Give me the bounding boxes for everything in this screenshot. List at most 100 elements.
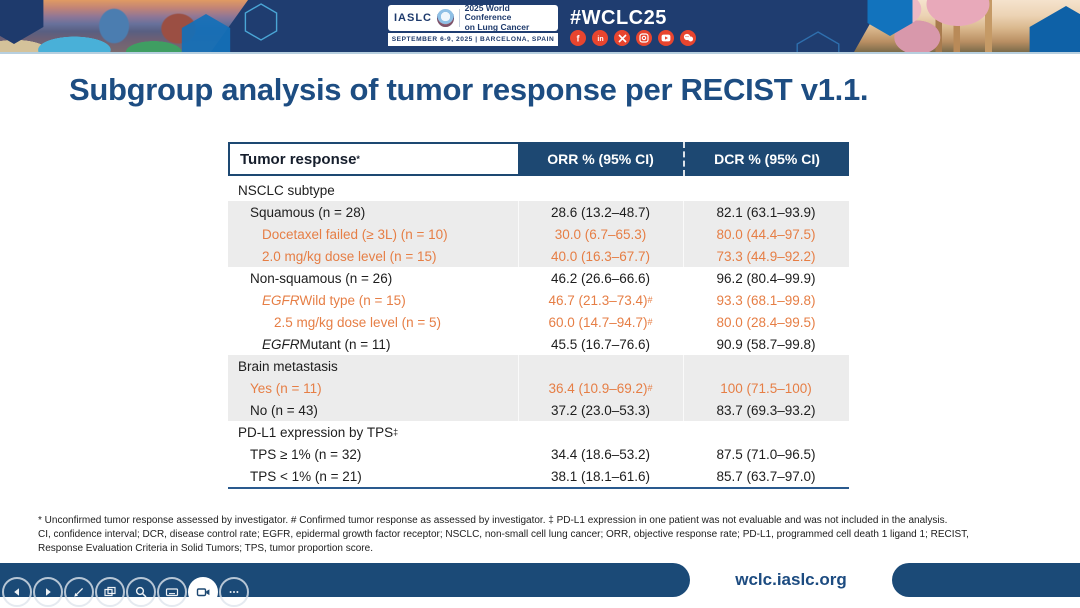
x-twitter-icon	[614, 30, 630, 46]
table-body: NSCLC subtype Squamous (n = 28) 28.6 (13.2…	[228, 179, 849, 489]
row-label: Non-squamous (n = 26)	[250, 270, 393, 286]
table-row: TPS < 1% (n = 21) 38.1 (18.1–61.6) 85.7 (6…	[228, 465, 849, 487]
svg-text:f: f	[577, 34, 581, 43]
table-header-tumor-response: Tumor response *	[228, 142, 518, 176]
annotate-pen-button[interactable]	[64, 577, 94, 607]
orr-value: 28.6 (13.2–48.7)	[518, 201, 683, 223]
table-header-row: Tumor response * ORR % (95% CI) DCR % (95…	[228, 142, 849, 176]
orr-value: 34.4 (18.6–53.2)	[550, 446, 651, 462]
youtube-icon	[658, 30, 674, 46]
orr-value: 38.1 (18.1–61.6)	[550, 468, 651, 484]
svg-text:in: in	[597, 36, 603, 43]
previous-slide-button[interactable]	[2, 577, 32, 607]
slides-icon	[103, 585, 117, 599]
footnote-line: * Unconfirmed tumor response assessed by…	[38, 515, 948, 526]
orr-value	[518, 179, 683, 201]
footer-bar-right	[892, 563, 1080, 597]
table-row: EGFR Mutant (n = 11) 45.5 (16.7–76.6) 90.9…	[228, 333, 849, 355]
orr-value: 30.0 (6.7–65.3)	[518, 223, 683, 245]
wechat-icon	[680, 30, 696, 46]
dcr-value: 85.7 (63.7–97.0)	[716, 468, 816, 484]
camera-button[interactable]	[188, 577, 218, 607]
dcr-value: 96.2 (80.4–99.9)	[716, 270, 816, 286]
magnifier-icon	[134, 585, 148, 599]
footnote-line: CI, confidence interval; DCR, disease co…	[38, 528, 969, 540]
keyboard-icon	[165, 585, 179, 599]
dcr-value: 100 (71.5–100)	[683, 377, 849, 399]
dcr-value: 80.0 (28.4–99.5)	[716, 314, 816, 330]
logo-divider	[458, 9, 460, 27]
table-row: Docetaxel failed (≥ 3L) (n = 10) 30.0 (6.…	[228, 223, 849, 245]
next-slide-button[interactable]	[33, 577, 63, 607]
conference-url: wclc.iaslc.org	[735, 570, 847, 589]
keyboard-button[interactable]	[157, 577, 187, 607]
orr-value	[518, 421, 683, 443]
orr-value: 37.2 (23.0–53.3)	[518, 399, 683, 421]
dcr-value	[683, 179, 849, 201]
row-label: Docetaxel failed (≥ 3L) (n = 10)	[262, 226, 448, 242]
instagram-icon	[636, 30, 652, 46]
footnotes: * Unconfirmed tumor response assessed by…	[38, 514, 1048, 555]
dcr-value: 73.3 (44.9–92.2)	[683, 245, 849, 267]
table-row: Non-squamous (n = 26) 46.2 (26.6–66.6) 96.…	[228, 267, 849, 289]
viewer-toolbar	[2, 577, 249, 607]
table-row: Squamous (n = 28) 28.6 (13.2–48.7) 82.1 (6…	[228, 201, 849, 223]
table-row: No (n = 43) 37.2 (23.0–53.3) 83.7 (69.3–93…	[228, 399, 849, 421]
dcr-value: 83.7 (69.3–93.2)	[683, 399, 849, 421]
orr-value: 46.2 (26.6–66.6)	[550, 270, 651, 286]
dcr-value: 93.3 (68.1–99.8)	[716, 292, 816, 308]
dcr-value: 80.0 (44.4–97.5)	[683, 223, 849, 245]
more-options-button[interactable]	[219, 577, 249, 607]
pen-icon	[72, 585, 86, 599]
table-row: 2.0 mg/kg dose level (n = 15) 40.0 (16.3–…	[228, 245, 849, 267]
table-row: Brain metastasis	[228, 355, 849, 377]
table-header-dcr: DCR % (95% CI)	[683, 142, 849, 176]
row-label: Brain metastasis	[238, 358, 338, 374]
tumor-response-table: Tumor response * ORR % (95% CI) DCR % (95…	[228, 142, 849, 489]
row-label: EGFR Wild type (n = 15)	[262, 292, 406, 308]
dcr-value	[683, 355, 849, 377]
iaslc-wordmark: IASLC	[394, 12, 432, 24]
row-label: Yes (n = 11)	[250, 380, 322, 396]
arrow-right-icon	[41, 585, 55, 599]
table-row: Yes (n = 11) 36.4 (10.9–69.2) #100 (71.5–1…	[228, 377, 849, 399]
camera-icon	[196, 585, 211, 599]
footnote-line: Response Evaluation Criteria in Solid Tu…	[38, 542, 373, 554]
row-label: PD-L1 expression by TPS ‡	[238, 424, 399, 440]
table-row: EGFR Wild type (n = 15) 46.7 (21.3–73.4) #…	[228, 289, 849, 311]
dcr-value: 82.1 (63.1–93.9)	[683, 201, 849, 223]
orr-value: 60.0 (14.7–94.7) #	[548, 314, 653, 330]
arrow-left-icon	[10, 585, 24, 599]
row-label: 2.0 mg/kg dose level (n = 15)	[262, 248, 437, 264]
row-label: TPS < 1% (n = 21)	[250, 468, 362, 484]
wclc-emblem-icon	[437, 9, 454, 27]
slide-title: Subgroup analysis of tumor response per …	[69, 72, 869, 107]
facebook-icon: f	[570, 30, 586, 46]
orr-value	[518, 355, 683, 377]
zoom-button[interactable]	[126, 577, 156, 607]
orr-value: 36.4 (10.9–69.2) #	[518, 377, 683, 399]
row-label: NSCLC subtype	[238, 182, 335, 198]
orr-value: 40.0 (16.3–67.7)	[518, 245, 683, 267]
dcr-value: 87.5 (71.0–96.5)	[716, 446, 816, 462]
conference-banner: IASLC 2025 World Conference on Lung Canc…	[0, 0, 1080, 52]
table-row: 2.5 mg/kg dose level (n = 5) 60.0 (14.7–9…	[228, 311, 849, 333]
conference-date-location: SEPTEMBER 6-9, 2025 | BARCELONA, SPAIN	[388, 33, 558, 46]
orr-value: 46.7 (21.3–73.4) #	[548, 292, 653, 308]
dcr-value: 90.9 (58.7–99.8)	[716, 336, 816, 352]
row-label: No (n = 43)	[250, 402, 318, 418]
slide-overview-button[interactable]	[95, 577, 125, 607]
table-row: PD-L1 expression by TPS ‡	[228, 421, 849, 443]
hexagon-decoration	[0, 0, 1080, 52]
table-row: TPS ≥ 1% (n = 32) 34.4 (18.6–53.2) 87.5 (7…	[228, 443, 849, 465]
table-header-orr: ORR % (95% CI)	[518, 142, 683, 176]
social-icons-row: f in	[570, 30, 696, 46]
dcr-value	[683, 421, 849, 443]
row-label: 2.5 mg/kg dose level (n = 5)	[274, 314, 441, 330]
table-row: NSCLC subtype	[228, 179, 849, 201]
orr-value: 45.5 (16.7–76.6)	[550, 336, 651, 352]
row-label: Squamous (n = 28)	[250, 204, 366, 220]
row-label: EGFR Mutant (n = 11)	[262, 336, 391, 352]
iaslc-logo: IASLC 2025 World Conference on Lung Canc…	[388, 3, 558, 47]
